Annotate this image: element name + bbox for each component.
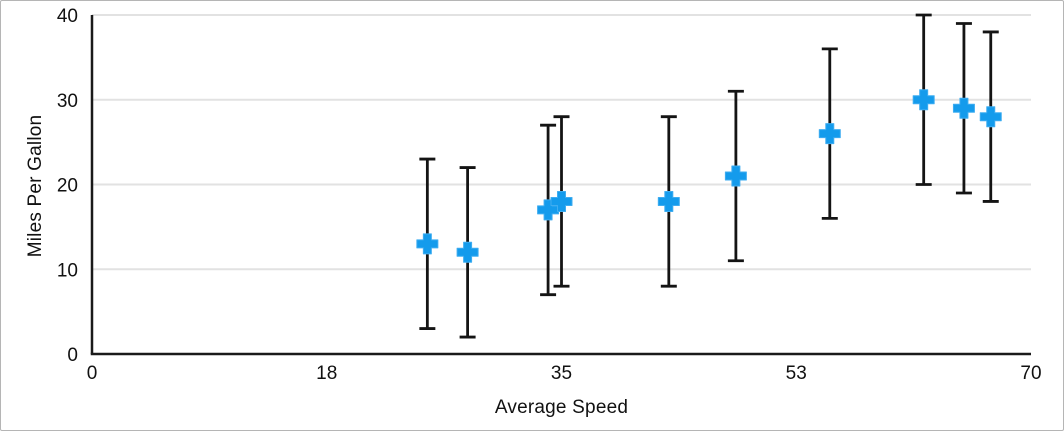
x-tick-label-0: 0 [87,363,98,384]
data-point-marker-3[interactable] [550,190,573,212]
data-point-marker-7[interactable] [912,89,935,111]
y-axis-title: Miles Per Gallon [25,114,46,258]
x-tick-label-18: 18 [316,363,337,384]
data-point-marker-8[interactable] [952,97,975,119]
x-axis-title: Average Speed [494,397,629,418]
data-point-marker-0[interactable] [416,233,439,255]
x-tick-label-53: 53 [786,363,807,384]
data-point-marker-9[interactable] [979,106,1002,128]
data-point-marker-1[interactable] [456,241,479,263]
data-point-marker-5[interactable] [724,165,747,187]
y-tick-label-30: 30 [57,91,78,112]
y-tick-label-20: 20 [57,176,78,197]
x-tick-label-70: 70 [1020,363,1041,384]
data-point-marker-4[interactable] [657,190,680,212]
y-tick-label-10: 10 [57,260,78,281]
y-tick-label-40: 40 [57,6,78,27]
y-tick-label-0: 0 [67,345,78,366]
data-point-marker-6[interactable] [818,123,841,145]
x-tick-label-35: 35 [551,363,572,384]
